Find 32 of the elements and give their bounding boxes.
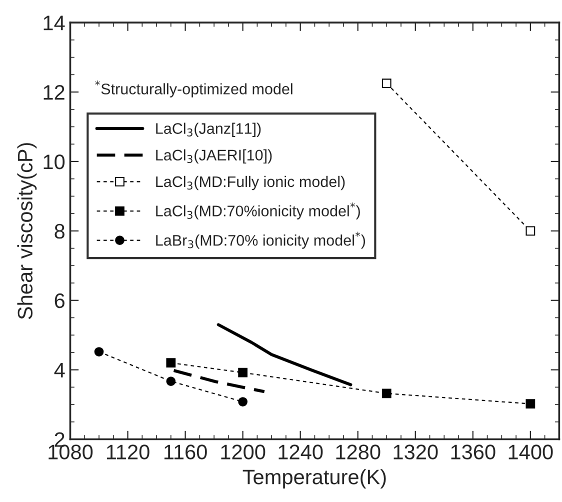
x-tick-label: 1360	[451, 444, 496, 460]
y-tick-label: 4	[54, 363, 65, 378]
x-tick-label: 1160	[164, 444, 207, 460]
x-tick-label: 1200	[221, 444, 266, 460]
legend-label: LaBr$_{3}$(MD:70% ionicity model$^{*}$)	[156, 232, 366, 249]
point	[94, 347, 104, 356]
x-tick-label: 1240	[278, 444, 323, 460]
y-tick-label: 12	[44, 85, 64, 100]
legend-label: LaCl$_{3}$(JAERI[10])	[156, 149, 272, 164]
x-tick-label: 1080	[48, 444, 93, 460]
y-tick-label: 6	[54, 293, 64, 308]
x-tick-label: 1320	[394, 444, 438, 460]
point	[238, 397, 248, 406]
x-tick-label: 1280	[336, 444, 380, 460]
legend-label: LaCl$_{3}$(MD:70%ionicity model$^{*}$)	[156, 202, 360, 220]
y-axis-title: Shear viscosity(cP)	[17, 143, 37, 320]
point	[166, 376, 176, 386]
x-tick-label: 1400	[508, 444, 553, 460]
annotation: $^{*}$Structurally-optimized model	[95, 80, 292, 98]
y-tick-label: 14	[44, 16, 65, 30]
point	[238, 368, 248, 378]
point	[526, 226, 536, 236]
point	[526, 399, 536, 409]
x-tick-label: 1120	[106, 444, 150, 460]
y-tick-label: 10	[44, 154, 65, 170]
x-axis-title: Temperature(K)	[242, 469, 386, 489]
point	[382, 78, 392, 88]
point	[382, 388, 392, 398]
legend-label: LaCl$_{3}$(Janz[11])	[156, 122, 261, 137]
point	[166, 358, 176, 368]
y-tick-label: 8	[54, 224, 64, 239]
legend-label: LaCl$_{3}$(MD:Fully ionic model)	[156, 176, 345, 190]
